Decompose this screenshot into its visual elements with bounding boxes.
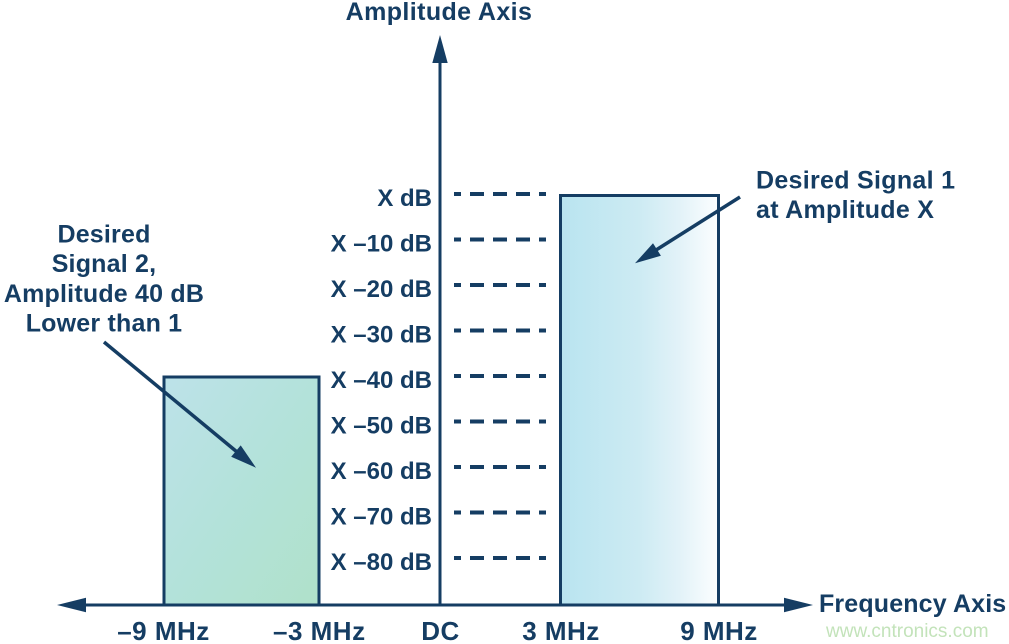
svg-text:3 MHz: 3 MHz	[522, 616, 600, 644]
svg-text:Desired: Desired	[57, 221, 150, 249]
svg-text:Lower than 1: Lower than 1	[26, 310, 183, 338]
svg-text:Amplitude Axis: Amplitude Axis	[346, 0, 533, 26]
svg-text:X –60 dB: X –60 dB	[331, 458, 432, 485]
svg-text:X –40 dB: X –40 dB	[331, 367, 432, 394]
svg-text:X –30 dB: X –30 dB	[331, 322, 432, 349]
svg-text:Frequency Axis: Frequency Axis	[819, 590, 1006, 618]
svg-text:X –80 dB: X –80 dB	[331, 549, 432, 576]
svg-text:Signal 2,: Signal 2,	[52, 250, 157, 278]
svg-text:Desired Signal 1: Desired Signal 1	[756, 167, 955, 195]
svg-text:X –50 dB: X –50 dB	[331, 413, 432, 440]
svg-text:–3 MHz: –3 MHz	[273, 616, 366, 644]
svg-text:Amplitude 40 dB: Amplitude 40 dB	[4, 280, 204, 308]
svg-text:–9 MHz: –9 MHz	[117, 616, 210, 644]
svg-text:DC: DC	[421, 616, 460, 644]
svg-text:X –20 dB: X –20 dB	[331, 276, 432, 303]
svg-text:www.cntronics.com: www.cntronics.com	[825, 621, 989, 642]
svg-text:X dB: X dB	[377, 185, 432, 212]
svg-text:at Amplitude X: at Amplitude X	[756, 196, 934, 224]
svg-text:X –10 dB: X –10 dB	[331, 231, 432, 258]
svg-text:X –70 dB: X –70 dB	[331, 504, 432, 531]
svg-text:9 MHz: 9 MHz	[680, 616, 758, 644]
